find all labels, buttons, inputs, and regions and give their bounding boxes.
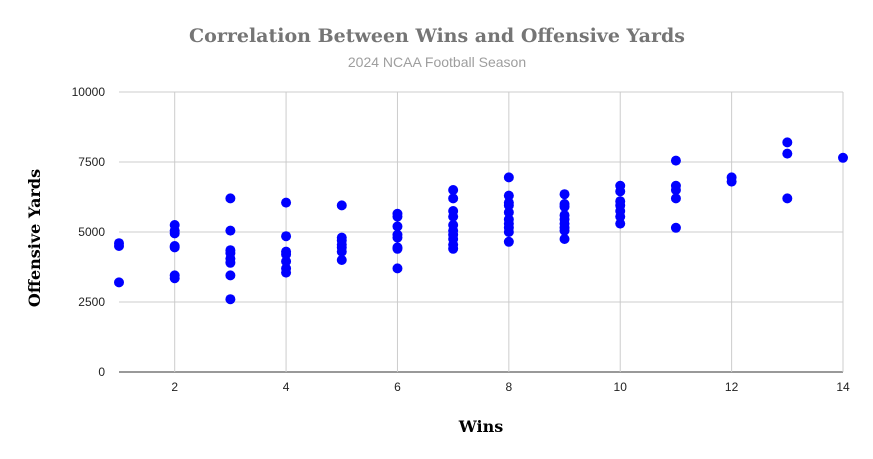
data-points [114, 137, 848, 305]
y-axis-ticks: 0 2500 5000 7500 10000 [72, 85, 106, 379]
y-axis-title: Offensive Yards [25, 169, 44, 307]
data-point [559, 225, 570, 236]
data-point [615, 211, 626, 222]
data-point [615, 186, 626, 197]
data-point [503, 227, 514, 237]
y-tick-label: 2500 [78, 295, 105, 309]
data-point [225, 257, 236, 268]
data-point [392, 263, 403, 274]
data-point [392, 232, 403, 243]
x-tick-label: 10 [614, 380, 628, 394]
x-tick-label: 4 [283, 380, 290, 394]
data-point [336, 200, 347, 211]
y-tick-label: 7500 [78, 155, 105, 169]
data-point [503, 190, 514, 201]
data-point [281, 197, 292, 208]
x-tick-label: 12 [725, 380, 739, 394]
data-point [726, 176, 737, 187]
data-point [503, 207, 514, 218]
data-point [114, 277, 124, 288]
data-point [225, 193, 236, 204]
data-point [503, 172, 514, 183]
data-point [169, 273, 180, 284]
x-tick-label: 6 [394, 380, 401, 394]
data-point [448, 211, 459, 222]
data-point [169, 242, 180, 253]
y-tick-label: 10000 [72, 85, 106, 99]
data-point [559, 234, 570, 244]
data-point [225, 270, 236, 281]
data-point [503, 200, 514, 211]
data-point [336, 255, 347, 265]
chart-subtitle: 2024 NCAA Football Season [348, 54, 526, 70]
data-point [281, 249, 292, 260]
data-point [392, 221, 403, 232]
data-point [281, 267, 292, 278]
data-point [782, 148, 793, 159]
data-point [448, 185, 459, 195]
x-tick-label: 2 [171, 380, 178, 394]
data-point [838, 152, 848, 163]
data-point [782, 137, 793, 148]
data-point [225, 225, 236, 236]
data-point [670, 222, 681, 233]
data-point [782, 193, 793, 204]
data-point [281, 231, 292, 242]
y-tick-label: 0 [98, 365, 105, 379]
data-point [281, 256, 292, 267]
data-point [169, 228, 180, 239]
x-axis-title: Wins [458, 417, 503, 436]
data-point [114, 241, 124, 251]
data-point [392, 211, 403, 222]
data-point [559, 201, 570, 212]
x-tick-label: 14 [836, 380, 850, 394]
chart-title: Correlation Between Wins and Offensive Y… [189, 25, 685, 47]
data-point [336, 246, 347, 257]
data-point [448, 193, 459, 204]
data-point [225, 294, 236, 305]
data-point [448, 243, 459, 254]
data-point [670, 193, 681, 204]
data-point [615, 218, 626, 229]
y-tick-label: 5000 [78, 225, 105, 239]
x-tick-label: 8 [506, 380, 513, 394]
data-point [392, 243, 403, 254]
data-point [670, 185, 681, 195]
data-point [503, 236, 514, 247]
data-point [559, 189, 570, 200]
x-axis-ticks: 2 4 6 8 10 12 14 [171, 380, 850, 394]
data-point [670, 155, 681, 166]
